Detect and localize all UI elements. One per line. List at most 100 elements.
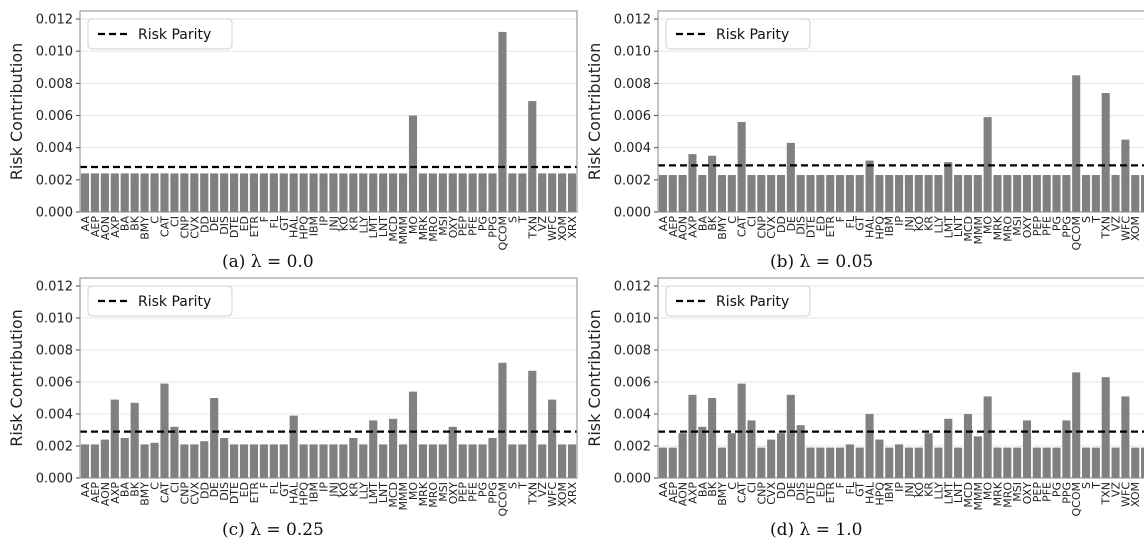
bar-wfc: [548, 399, 557, 478]
bar-xrx: [567, 173, 577, 212]
bar-jnj: [904, 175, 913, 212]
bar-gt: [279, 444, 288, 478]
bar-hpq: [299, 444, 308, 478]
x-tick-label: DD: [775, 216, 788, 233]
x-tick-label: KO: [913, 216, 926, 232]
x-tick-label: F: [258, 482, 271, 488]
x-tick-label: WFC: [1119, 482, 1132, 507]
x-tick-label: PFE: [467, 482, 480, 502]
x-tick-label: DIS: [795, 216, 808, 235]
x-tick-label: VZ: [1110, 216, 1123, 232]
bar-lmt: [944, 418, 953, 478]
x-tick-label: TXN: [1100, 482, 1113, 505]
x-tick-label: DTE: [228, 482, 241, 504]
x-tick-label: LLY: [357, 216, 370, 234]
bar-ibm: [885, 175, 894, 212]
bar-axp: [110, 399, 119, 478]
x-tick-label: ETR: [248, 216, 261, 238]
bar-bk: [708, 398, 717, 478]
x-tick-label: AXP: [109, 482, 122, 504]
x-tick-label: JNJ: [327, 482, 340, 498]
bar-pep: [1032, 175, 1041, 212]
bar-ppg: [488, 173, 497, 212]
x-tick-label: XOM: [1129, 482, 1142, 507]
y-tick-label: 0.012: [36, 13, 73, 28]
bar-aa: [658, 175, 667, 212]
bar-aa: [80, 173, 90, 212]
bar-pg: [1052, 175, 1061, 212]
y-tick-label: 0.002: [614, 440, 651, 455]
x-tick-label: BA: [119, 216, 132, 232]
x-tick-label: LMT: [942, 216, 955, 239]
bar-dd: [776, 433, 786, 478]
x-tick-label: IP: [318, 216, 331, 226]
x-tick-label: FL: [268, 215, 281, 228]
bar-bmy: [140, 173, 149, 212]
x-tick-label: LLY: [932, 216, 945, 234]
bar-aon: [100, 173, 109, 212]
bar-aon: [678, 433, 687, 478]
x-tick-label: MRK: [417, 215, 430, 240]
bar-msi: [1013, 447, 1022, 478]
y-tick-label: 0.004: [36, 141, 73, 156]
bar-cnp: [180, 444, 189, 478]
bar-ci: [747, 175, 756, 212]
bar-ip: [319, 173, 328, 212]
x-tick-label: AXP: [686, 482, 699, 504]
y-tick-label: 0.004: [614, 408, 651, 423]
bar-etr: [826, 447, 835, 478]
bar-s: [1082, 175, 1091, 212]
x-tick-label: DE: [785, 216, 798, 231]
bar-dte: [806, 175, 815, 212]
bar-bmy: [717, 175, 726, 212]
bar-bk: [708, 155, 717, 212]
bars: [80, 31, 577, 212]
bar-pg: [1052, 447, 1061, 478]
x-tick-label: CI: [168, 482, 181, 493]
bar-cvx: [190, 444, 199, 478]
x-tick-label: GT: [854, 216, 867, 231]
bar-f: [259, 173, 268, 212]
x-tick-label: IBM: [883, 482, 896, 502]
y-tick-label: 0.002: [36, 440, 73, 455]
x-tick-label: S: [506, 482, 519, 489]
bar-msi: [438, 444, 447, 478]
bar-hpq: [875, 175, 884, 212]
x-tick-label: FL: [268, 481, 281, 494]
bar-axp: [688, 154, 697, 212]
bar-etr: [249, 173, 259, 212]
x-tick-label: DTE: [805, 216, 818, 238]
y-tick-label: 0.008: [36, 77, 73, 92]
x-tick-label: AEP: [667, 482, 680, 503]
bar-lmt: [369, 173, 378, 212]
y-tick-label: 0.008: [36, 344, 73, 359]
bar-pep: [1032, 447, 1041, 478]
bar-dis: [796, 425, 805, 478]
bar-etr: [826, 175, 835, 212]
x-tick-label: F: [834, 216, 847, 222]
y-tick-label: 0.000: [614, 472, 651, 487]
bars: [658, 75, 1144, 212]
bar-wfc: [1121, 139, 1130, 212]
bar-gt: [855, 447, 864, 478]
bar-axp: [110, 173, 119, 212]
x-tick-label: BK: [706, 481, 719, 497]
bar-lly: [359, 444, 368, 478]
x-tick-label: KR: [923, 482, 936, 497]
bar-lnt: [954, 447, 963, 478]
bar-ppg: [1062, 175, 1071, 212]
x-tick-label: HPQ: [873, 216, 886, 240]
x-tick-label: MSI: [1011, 216, 1024, 236]
x-tick-label: HAL: [864, 481, 877, 504]
x-tick-label: AEP: [667, 216, 680, 237]
x-tick-label: BA: [119, 482, 132, 498]
x-tick-label: MCD: [387, 216, 400, 242]
x-tick-label: HPQ: [298, 216, 311, 240]
bar-vz: [1111, 175, 1120, 212]
bar-kr: [349, 438, 358, 478]
x-tick-label: BA: [696, 482, 709, 498]
x-tick-label: XRX: [566, 216, 579, 239]
x-tick-label: KR: [347, 216, 360, 231]
x-tick-label: VZ: [536, 482, 549, 498]
